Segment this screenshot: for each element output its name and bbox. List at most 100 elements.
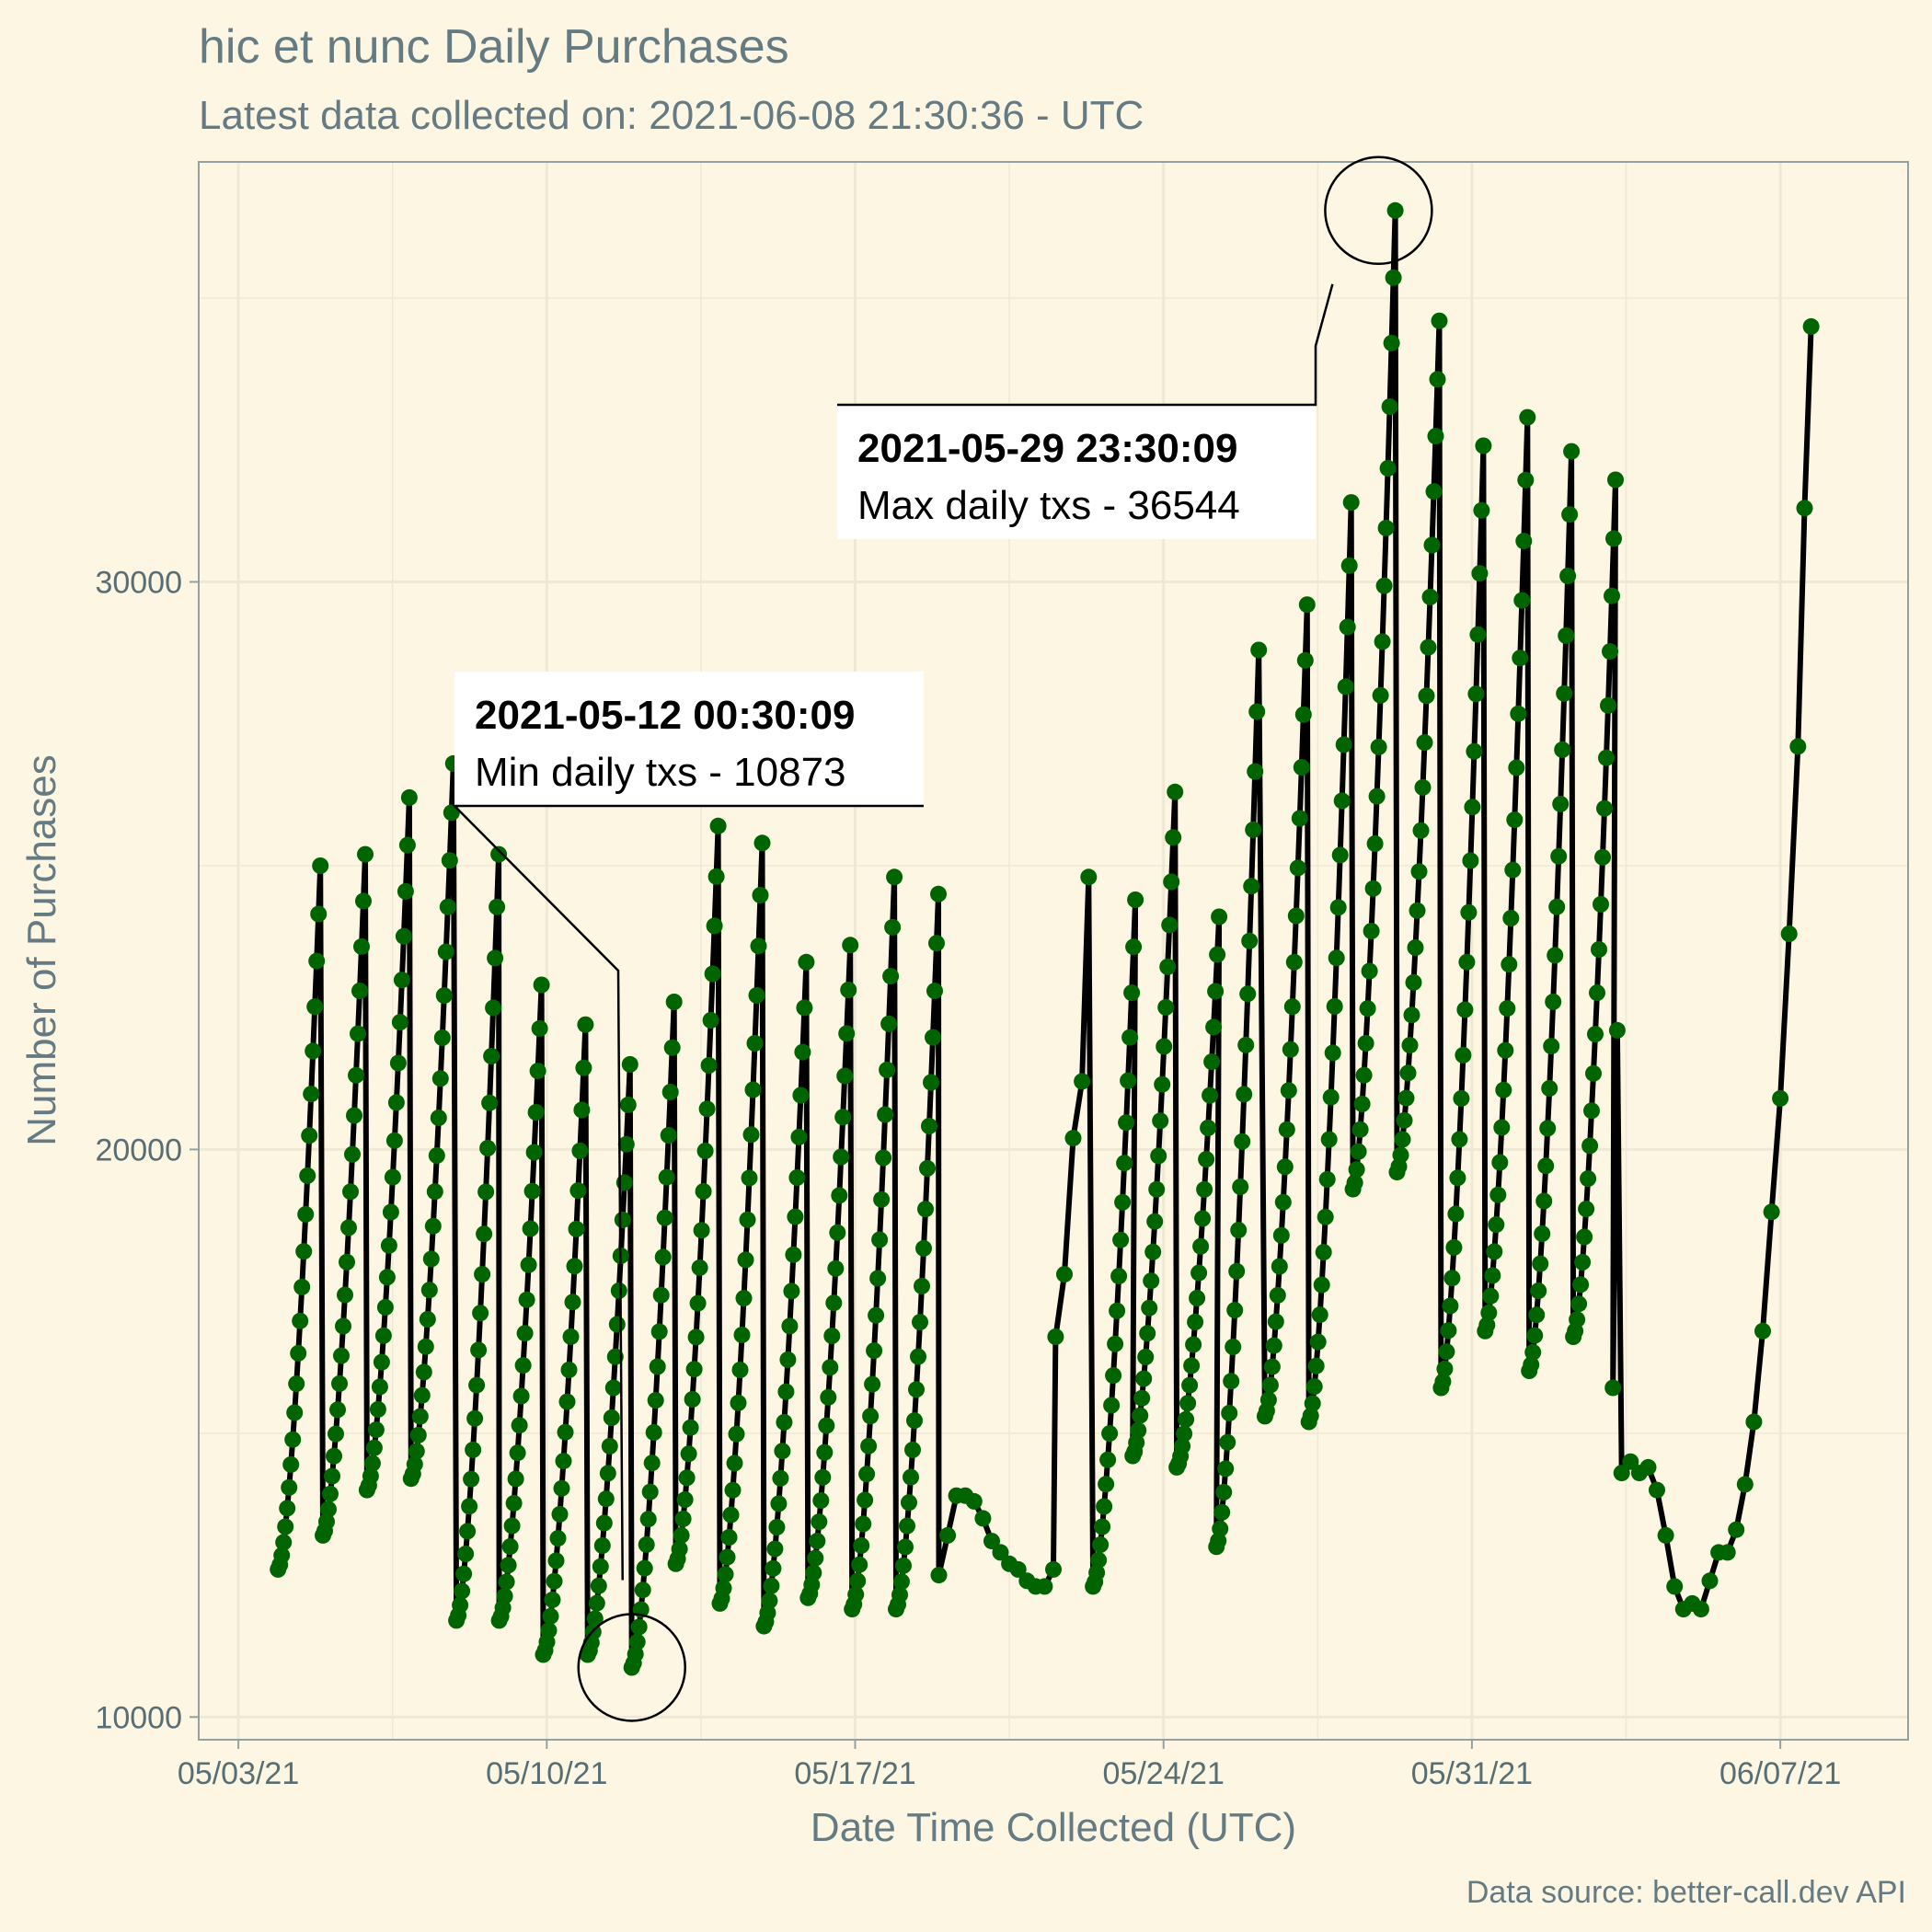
data-point [1537, 1157, 1555, 1175]
data-point [1530, 1282, 1547, 1300]
data-point [1587, 1026, 1604, 1043]
data-point [310, 905, 328, 923]
data-point [897, 1538, 914, 1556]
data-point [376, 1299, 394, 1316]
data-point [468, 1376, 486, 1394]
data-point [1282, 1041, 1299, 1058]
data-point [1423, 536, 1441, 554]
data-point [489, 898, 506, 915]
data-point [1121, 1029, 1139, 1046]
data-point [869, 1270, 887, 1287]
data-point [687, 1328, 705, 1346]
annotation-leader-max [837, 283, 1334, 407]
data-point [1504, 861, 1522, 879]
data-point [823, 1328, 841, 1344]
data-point [1190, 1264, 1208, 1282]
data-point [614, 1211, 631, 1228]
data-point [1309, 1333, 1327, 1351]
data-point [630, 1618, 648, 1636]
data-point [1163, 873, 1180, 891]
x-tick-label: 05/17/21 [794, 1756, 915, 1791]
data-point [420, 1282, 438, 1299]
data-point [1241, 932, 1259, 949]
x-tick-label: 05/03/21 [178, 1756, 299, 1791]
data-point [1594, 848, 1611, 866]
data-point [1342, 494, 1360, 512]
data-point [1455, 1046, 1472, 1064]
data-point [1374, 633, 1391, 650]
data-point [1383, 334, 1400, 351]
data-point [1261, 1376, 1279, 1394]
data-point [812, 1492, 830, 1509]
data-point [1116, 1155, 1133, 1172]
data-point [342, 1183, 359, 1201]
data-point [1361, 962, 1378, 980]
data-point [509, 1444, 526, 1462]
data-point [1107, 1335, 1124, 1352]
data-point [781, 1317, 799, 1335]
data-point [730, 1394, 747, 1411]
data-point [1493, 1119, 1511, 1136]
data-point [1132, 1407, 1149, 1424]
data-point [365, 1439, 383, 1456]
data-point [1194, 1210, 1212, 1227]
data-point [1745, 1413, 1763, 1431]
data-point [340, 1219, 357, 1236]
data-point [549, 1530, 567, 1547]
data-point [1114, 1193, 1132, 1211]
data-point [1604, 1379, 1622, 1397]
data-point [1304, 1395, 1321, 1412]
data-point [641, 1483, 659, 1501]
data-point [731, 1362, 749, 1378]
data-point [1110, 1268, 1128, 1285]
data-point [1203, 1053, 1221, 1071]
data-point [353, 937, 370, 955]
data-point [965, 1492, 983, 1510]
data-point [391, 1014, 408, 1031]
data-point [1447, 1205, 1465, 1223]
data-point [1608, 1021, 1626, 1039]
data-point [362, 1467, 379, 1485]
data-point [308, 952, 326, 970]
annotation-circle-min [577, 1613, 686, 1722]
data-point [930, 1567, 948, 1584]
data-point [765, 1559, 782, 1577]
data-point [774, 1443, 791, 1460]
data-point [1405, 973, 1422, 991]
data-point [326, 1447, 342, 1465]
data-point [1480, 1304, 1498, 1321]
data-point [1176, 1425, 1193, 1443]
data-point [542, 1607, 559, 1625]
data-point [1248, 703, 1266, 720]
data-point [634, 1581, 651, 1599]
data-point [1401, 1037, 1419, 1054]
data-point [1364, 880, 1382, 897]
data-point [369, 1400, 386, 1418]
data-point [324, 1467, 340, 1485]
data-point [1467, 685, 1485, 703]
annotation-box-max [837, 405, 1316, 539]
data-point [1497, 1041, 1514, 1059]
data-point [779, 1351, 797, 1368]
data-point [275, 1534, 293, 1551]
annotation-title-max: 2021-05-29 23:30:09 [857, 426, 1237, 471]
data-point [1466, 742, 1483, 760]
chart-title: hic et nunc Daily Purchases [199, 20, 789, 74]
data-point [348, 1066, 364, 1084]
data-point [573, 1101, 591, 1119]
x-axis-title: Date Time Collected (UTC) [811, 1805, 1296, 1850]
data-point [877, 1106, 894, 1123]
data-point [1591, 941, 1607, 958]
data-point [849, 1572, 867, 1590]
data-point [661, 1084, 679, 1100]
data-point [1243, 878, 1260, 895]
data-point [409, 1426, 427, 1443]
data-point [503, 1517, 521, 1535]
data-point [1291, 810, 1308, 827]
data-point [1736, 1476, 1754, 1493]
data-point [1324, 1044, 1341, 1062]
data-point [1226, 1302, 1244, 1319]
data-point [1335, 736, 1352, 753]
data-point [350, 1025, 366, 1042]
data-point [638, 1535, 655, 1553]
